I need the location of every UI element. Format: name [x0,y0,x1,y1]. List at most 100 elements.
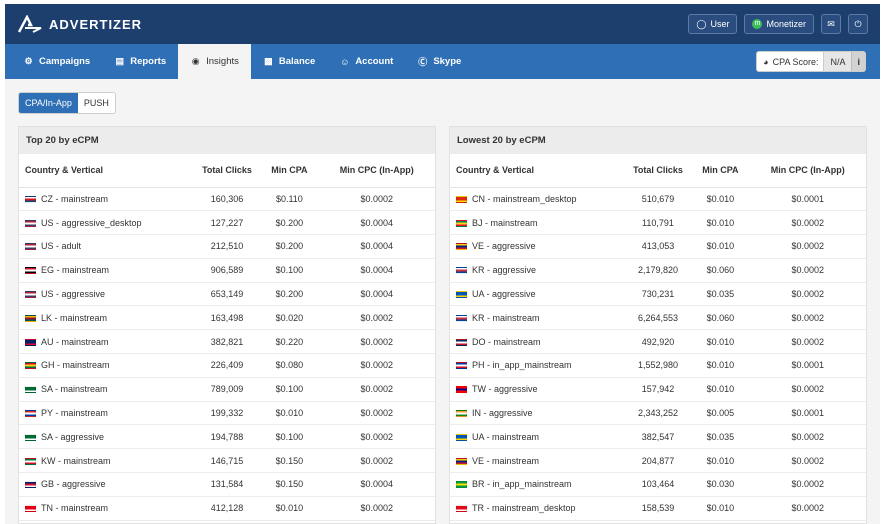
cell-country-vertical-text: KR - aggressive [472,265,537,276]
cell-total-clicks: 1,552,980 [624,353,692,378]
nav-campaigns-label: Campaigns [39,56,91,67]
cell-total-clicks: 110,791 [624,210,692,236]
cell-min-cpc: $0.0002 [318,329,435,355]
nav-account[interactable]: ☺ Account [327,44,405,79]
user-button[interactable]: ◯ User [688,14,738,34]
cpa-score-widget: ◕ CPA Score: N/A i [756,51,866,72]
cell-min-cpa-text: $0.010 [275,503,304,514]
cell-min-cpa-text: $0.110 [275,193,303,204]
flag-icon [25,291,36,299]
table-row: US - aggressive_desktop 127,227 $0.200 $0.0… [19,210,435,236]
mail-button[interactable]: ✉ [821,14,841,34]
cell-country-vertical: AU - mainstream [19,329,194,355]
cell-total-clicks: 194,788 [193,424,261,450]
cell-min-cpa-text: $0.010 [706,384,735,395]
cell-total-clicks-text: 492,920 [641,336,675,347]
cell-total-clicks: 160,306 [193,187,261,212]
nav-insights[interactable]: ◉ Insights [178,44,251,79]
cell-total-clicks: 906,589 [193,258,261,283]
cell-total-clicks-text: 906,589 [210,265,244,276]
cell-min-cpa-text: $0.035 [706,289,735,300]
monetizer-button[interactable]: m Monetizer [744,14,814,34]
cell-min-cpc: $0.0002 [318,377,435,402]
cell-min-cpc: $0.0004 [318,210,435,236]
cell-min-cpa: $0.060 [691,305,750,331]
cell-total-clicks-text: 2,343,252 [637,408,679,419]
flag-icon [25,243,36,251]
cell-min-cpc-text: $0.0001 [791,408,825,419]
cell-country-vertical: IN - aggressive [450,401,625,426]
cell-country-vertical-text: VE - aggressive [472,241,536,252]
cell-total-clicks-text: 2,179,820 [637,265,679,276]
cell-country-vertical: LK - mainstream [19,305,194,331]
cell-min-cpc-text: $0.0002 [791,265,825,276]
cell-min-cpa: $0.035 [691,424,750,450]
logout-button[interactable]: ⏻ [848,14,868,34]
nav-skype-label: Skype [433,56,462,67]
nav-campaigns[interactable]: ⚙ Campaigns [11,44,102,79]
cell-total-clicks-text: 158,539 [641,503,675,514]
col-country-vertical[interactable]: Country & Vertical [450,154,625,188]
top-20-body: CZ - mainstream 160,306 $0.110 $0.0002 US - … [19,187,435,521]
cell-total-clicks: 199,332 [193,401,261,426]
col-min-cpc[interactable]: Min CPC (In-App) [318,154,435,188]
cell-min-cpc-text: $0.0002 [791,479,825,490]
cell-min-cpc: $0.0002 [318,187,435,212]
cell-min-cpc: $0.0002 [749,377,866,402]
table-row: AU - mainstream 382,821 $0.220 $0.0002 [19,329,435,355]
cell-total-clicks-text: 789,009 [210,384,244,395]
col-min-cpc[interactable]: Min CPC (In-App) [749,154,866,188]
cell-country-vertical-text: CZ - mainstream [41,193,109,204]
cell-min-cpa-text: $0.200 [275,217,304,228]
table-row: VE - aggressive 413,053 $0.010 $0.0002 [450,234,866,259]
col-total-clicks[interactable]: Total Clicks [193,154,261,188]
cell-min-cpa: $0.100 [260,258,319,283]
toggle-cpa-inapp[interactable]: CPA/In-App [19,93,78,113]
cell-min-cpc-text: $0.0002 [360,431,394,442]
col-total-clicks[interactable]: Total Clicks [624,154,692,188]
cell-total-clicks-text: 157,942 [641,384,675,395]
cell-total-clicks-text: 131,584 [210,479,244,490]
cell-min-cpc-text: $0.0004 [360,479,394,490]
skype-icon: Ⓒ [418,57,428,67]
nav-reports[interactable]: ▤ Reports [102,44,178,79]
nav-balance[interactable]: ▩ Balance [251,44,327,79]
cell-country-vertical: TN - mainstream [19,496,194,521]
cell-min-cpc: $0.0002 [318,353,435,378]
app-frame: ADVERTIZER ◯ User m Monetizer ✉ ⏻ ⚙ Camp… [5,4,880,524]
col-min-cpa[interactable]: Min CPA [260,154,319,188]
cell-min-cpa-text: $0.030 [706,479,735,490]
cell-min-cpa-text: $0.010 [706,360,735,371]
logo-icon [17,15,42,33]
toggle-push[interactable]: PUSH [77,93,115,113]
cell-country-vertical: BJ - mainstream [450,210,625,236]
cell-min-cpa: $0.010 [260,496,319,521]
cell-country-vertical-text: VE - mainstream [472,455,540,466]
table-row: SA - aggressive 194,788 $0.100 $0.0002 [19,424,435,450]
cell-country-vertical-text: GH - mainstream [41,360,110,371]
cell-total-clicks: 158,539 [624,496,692,521]
cell-min-cpa: $0.220 [260,329,319,355]
info-icon[interactable]: i [851,52,865,71]
cell-total-clicks: 127,227 [193,210,261,236]
table-row: TW - aggressive 157,942 $0.010 $0.0002 [450,377,866,402]
user-button-label: User [710,19,730,29]
cell-min-cpc: $0.0004 [318,282,435,307]
cell-min-cpc: $0.0002 [318,305,435,331]
header-actions: ◯ User m Monetizer ✉ ⏻ [688,14,868,34]
col-country-vertical[interactable]: Country & Vertical [19,154,194,188]
cell-min-cpc: $0.0002 [749,424,866,450]
cell-country-vertical: UA - mainstream [450,424,625,450]
col-min-cpa[interactable]: Min CPA [691,154,750,188]
table-row: UA - aggressive 730,231 $0.035 $0.0002 [450,282,866,307]
flag-icon [456,195,467,203]
cell-min-cpc-text: $0.0002 [360,360,394,371]
cell-country-vertical-text: CN - mainstream_desktop [472,193,577,204]
logo[interactable]: ADVERTIZER [17,15,142,33]
cell-min-cpa-text: $0.200 [275,289,304,300]
cell-country-vertical-text: BJ - mainstream [472,217,538,228]
cell-min-cpc-text: $0.0002 [360,503,394,514]
cell-min-cpa: $0.010 [691,210,750,236]
nav-skype[interactable]: Ⓒ Skype [405,44,473,79]
cell-total-clicks-text: 163,498 [210,312,244,323]
